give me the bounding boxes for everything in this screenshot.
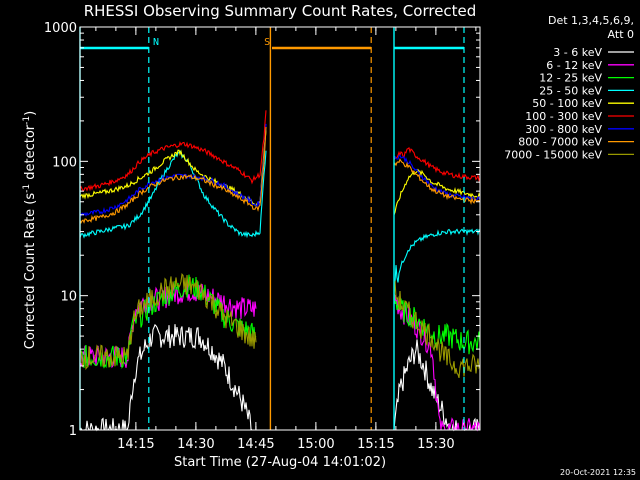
series-line-7000-15000-kev-1 — [393, 280, 481, 379]
x-tick-label: 14:30 — [177, 437, 214, 452]
x-tick-label: 14:15 — [117, 437, 154, 452]
legend-label-25-50-kev: 25 - 50 keV — [539, 84, 602, 97]
legend-header-line-2: Att 0 — [608, 28, 634, 41]
legend-label-800-7000-kev: 800 - 7000 keV — [518, 136, 602, 149]
series-line-3-6-kev-1 — [393, 339, 480, 432]
series-7000-15000-kev — [79, 272, 481, 379]
y-axis-label-main: Corrected Count Rate (s — [23, 193, 38, 350]
x-axis-label: Start Time (27-Aug-04 14:01:02) — [174, 455, 386, 470]
x-tick-label: 15:30 — [417, 437, 454, 452]
x-tick-label: 14:45 — [237, 437, 274, 452]
series-line-12-25-kev-1 — [393, 292, 481, 355]
legend-header-line-1: Det 1,3,4,5,6,9, — [548, 14, 634, 27]
y-axis-label-end: ) — [23, 111, 38, 116]
plot-frame — [79, 26, 481, 431]
y-tick-label: 10 — [60, 290, 77, 305]
series-800-7000-kev — [79, 126, 481, 224]
legend-label-300-800-kev: 300 - 800 keV — [525, 123, 602, 136]
annotation-n: N — [153, 37, 159, 48]
annotation-s: S — [264, 37, 270, 48]
series-25-50-kev — [79, 150, 481, 284]
x-tick-label: 15:00 — [297, 437, 334, 452]
series-line-25-50-kev-1 — [393, 228, 481, 284]
y-axis-label: Corrected Count Rate (s-1 detector-1) — [22, 111, 38, 349]
series-line-100-300-kev-0 — [79, 110, 267, 192]
series-line-800-7000-kev-1 — [393, 158, 481, 205]
series-line-50-100-kev-1 — [393, 168, 481, 216]
x-tick-label: 15:15 — [357, 437, 394, 452]
series-line-300-800-kev-0 — [79, 123, 267, 217]
series-line-300-800-kev-1 — [393, 154, 481, 201]
legend-label-6-12-kev: 6 - 12 keV — [546, 59, 602, 72]
legend-label-12-25-kev: 12 - 25 keV — [539, 72, 602, 85]
y-tick-label: 1000 — [44, 21, 77, 36]
footer-date: 20-Oct-2021 12:35 — [560, 468, 636, 477]
legend-label-3-6-kev: 3 - 6 keV — [553, 46, 602, 59]
series-100-300-kev — [79, 110, 481, 192]
legend-label-7000-15000-kev: 7000 - 15000 keV — [504, 148, 602, 161]
axes: 1 10 100 1000 14:15 14:30 14:45 15:00 15:15 15:30 — [44, 21, 481, 452]
chart-title: RHESSI Observing Summary Count Rates, Co… — [84, 2, 477, 20]
y-axis-label-sup1: -1 — [22, 184, 32, 193]
series-line-3-6-kev-0 — [79, 323, 253, 432]
legend-label-50-100-kev: 50 - 100 keV — [532, 97, 602, 110]
series-3-6-kev — [79, 323, 480, 432]
series-line-25-50-kev-0 — [79, 150, 267, 239]
y-tick-label: 100 — [52, 155, 77, 170]
y-tick-label: 1 — [69, 424, 77, 439]
series-line-100-300-kev-1 — [393, 146, 481, 182]
series-300-800-kev — [79, 123, 481, 217]
series-line-800-7000-kev-0 — [79, 126, 267, 224]
y-axis-label-sup2: -1 — [22, 116, 32, 125]
series-line-7000-15000-kev-0 — [79, 272, 257, 371]
y-axis-label-mid: detector — [23, 124, 38, 184]
legend-label-100-300-kev: 100 - 300 keV — [525, 110, 602, 123]
